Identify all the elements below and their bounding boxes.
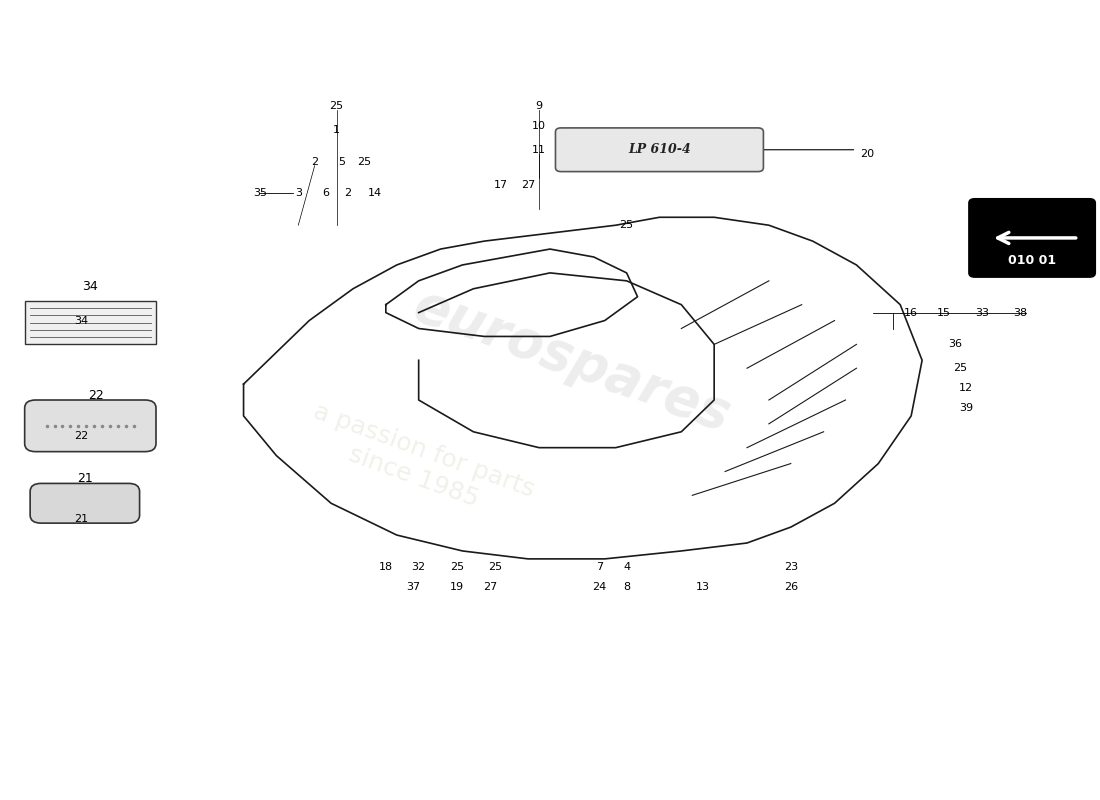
Text: 27: 27 (521, 181, 536, 190)
Text: 3: 3 (295, 189, 301, 198)
Text: 13: 13 (696, 582, 711, 592)
Text: 10: 10 (532, 121, 546, 131)
Text: 12: 12 (959, 383, 974, 393)
Text: 5: 5 (339, 157, 345, 166)
Text: 20: 20 (860, 149, 875, 158)
Text: 34: 34 (75, 315, 89, 326)
Text: 19: 19 (450, 582, 464, 592)
Text: 22: 22 (88, 389, 103, 402)
Text: 37: 37 (406, 582, 420, 592)
Text: 27: 27 (483, 582, 497, 592)
Text: 010 01: 010 01 (1008, 254, 1056, 266)
Text: 35: 35 (253, 189, 267, 198)
Text: a passion for parts
since 1985: a passion for parts since 1985 (300, 399, 537, 528)
Text: 25: 25 (619, 220, 634, 230)
Text: 25: 25 (330, 101, 343, 111)
Text: 25: 25 (488, 562, 503, 572)
Text: 15: 15 (937, 308, 952, 318)
Text: 17: 17 (494, 181, 508, 190)
Text: 9: 9 (536, 101, 542, 111)
Text: 39: 39 (959, 403, 974, 413)
Text: 14: 14 (367, 189, 382, 198)
Text: 16: 16 (904, 308, 918, 318)
FancyBboxPatch shape (24, 301, 156, 344)
Text: 32: 32 (411, 562, 426, 572)
Text: 21: 21 (75, 514, 89, 524)
Text: LP 610-4: LP 610-4 (628, 143, 691, 156)
Text: 18: 18 (378, 562, 393, 572)
Text: 2: 2 (311, 157, 318, 166)
Text: 21: 21 (77, 472, 92, 485)
Text: 34: 34 (82, 280, 98, 293)
Text: 7: 7 (596, 562, 603, 572)
Text: 38: 38 (1013, 308, 1027, 318)
Text: 33: 33 (976, 308, 989, 318)
Text: 25: 25 (356, 157, 371, 166)
Text: 1: 1 (333, 125, 340, 135)
Text: 11: 11 (532, 145, 546, 154)
FancyBboxPatch shape (969, 199, 1094, 277)
Text: 26: 26 (783, 582, 798, 592)
Text: 36: 36 (948, 339, 961, 350)
FancyBboxPatch shape (556, 128, 763, 171)
Text: eurospares: eurospares (406, 279, 737, 442)
Text: 24: 24 (592, 582, 606, 592)
Text: 2: 2 (344, 189, 351, 198)
Text: 23: 23 (783, 562, 798, 572)
Text: 4: 4 (623, 562, 630, 572)
Text: 8: 8 (623, 582, 630, 592)
FancyBboxPatch shape (30, 483, 140, 523)
FancyBboxPatch shape (24, 400, 156, 452)
Text: 25: 25 (954, 363, 968, 374)
Text: 22: 22 (75, 430, 89, 441)
Text: 6: 6 (322, 189, 329, 198)
Text: 25: 25 (450, 562, 464, 572)
